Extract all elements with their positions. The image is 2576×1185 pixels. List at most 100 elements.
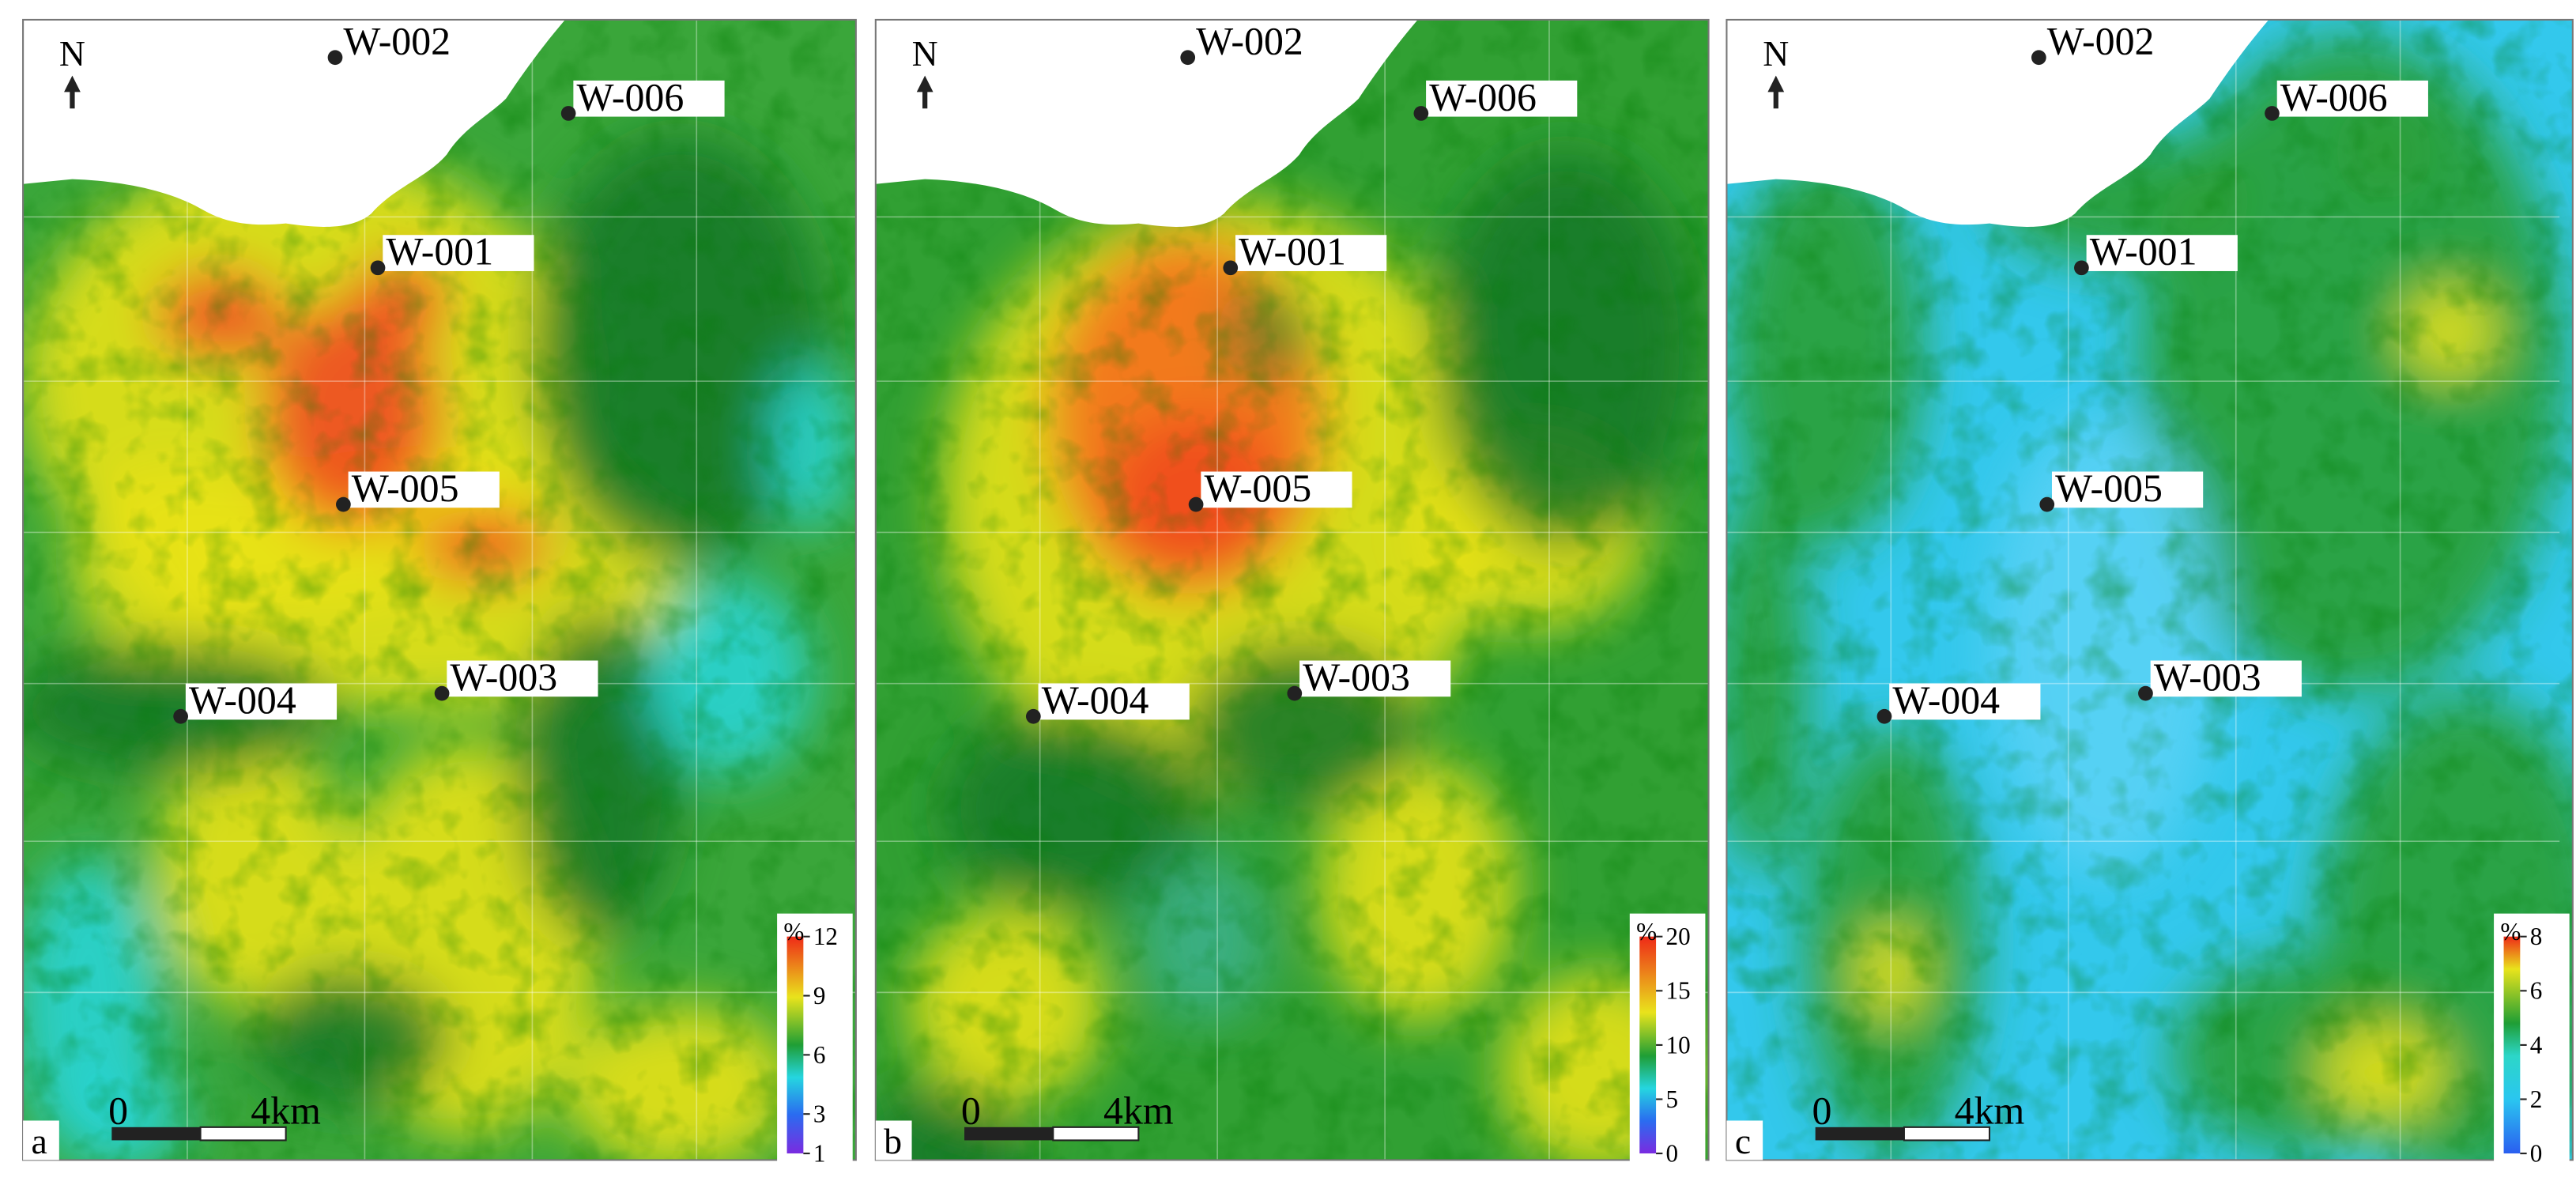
well-marker [434,685,450,701]
well-label: W-005 [1204,466,1311,510]
colorbar-tick-label: 12 [813,923,838,950]
colorbar-unit: % [783,918,804,945]
coastline-blank [875,19,1418,227]
map-panel: N W-002 W-006 W-001 W-005 W-004 W-003 0 4km b% 0 5 1… [874,18,1710,1167]
well-label: W-003 [2154,655,2261,699]
well-label-bg [2276,80,2428,117]
colorbar-tick-label: 8 [2530,923,2543,950]
well-label-bg [340,25,492,61]
well-label-bg [1192,25,1345,61]
texture [1726,19,2573,1160]
colorbar-tick-label: 15 [1666,977,1691,1005]
panel-label: b [884,1121,902,1161]
well-label: W-002 [343,20,451,63]
well-label: W-006 [577,75,685,119]
colorbar-tick-label: 6 [813,1041,826,1069]
well-marker [1025,708,1041,724]
scale-bar-black [964,1127,1054,1141]
map-area [875,19,1709,1160]
well-label-bg [447,660,598,697]
well-marker [2031,50,2046,66]
panel-label: a [31,1121,47,1161]
map-panel: N W-002 W-006 W-001 W-005 W-004 W-003 0 4km a% 1 3 6… [22,18,857,1167]
scale-bar-white [1052,1126,1140,1142]
north-label: N [1763,33,1789,74]
colorbar-unit: % [1636,918,1657,945]
panel-label-bg [875,1120,912,1160]
well-marker [1188,496,1204,512]
well-label-bg [1201,471,1352,508]
colorbar [786,936,804,1154]
well-label: W-004 [1892,678,2000,722]
scale-bar-black [111,1127,201,1141]
panel-frame [22,18,857,1161]
well-label: W-002 [2047,20,2155,63]
colorbar-tick-label: 2 [2530,1085,2543,1113]
colorbar-tick-label: 3 [813,1100,826,1128]
north-label: N [59,33,85,74]
well-label-bg [1038,683,1190,720]
colorbar-tick-label: 20 [1666,923,1691,950]
scale-end: 4km [1955,1089,2025,1133]
scale-start: 0 [961,1089,981,1133]
well-marker [370,260,386,276]
texture [23,19,856,1160]
panel-label-bg [1726,1120,1763,1160]
well-label-bg [185,683,338,720]
well-label-bg [1426,80,1578,117]
well-marker [173,708,188,724]
well-label: W-001 [1239,230,1346,274]
well-label: W-005 [352,466,459,510]
well-marker [2074,260,2089,276]
well-label: W-006 [1429,75,1537,119]
colorbar-tick-label: 1 [813,1139,826,1167]
colorbar-tick-label: 10 [1666,1031,1691,1059]
well-label-bg [1889,683,2041,720]
well-label-bg [1235,235,1387,271]
scale-start: 0 [108,1089,128,1133]
north-arrow [1767,75,1785,109]
coastline-blank [1726,19,2269,227]
colorbar-tick-label: 0 [1666,1139,1679,1167]
well-marker [336,496,351,512]
well-marker [1223,260,1239,276]
well-label-bg [383,235,534,271]
well-label: W-001 [386,230,493,274]
colorbar-tick-label: 5 [1666,1085,1679,1113]
well-marker [1876,708,1892,724]
well-label-bg [1299,660,1451,697]
panel-label-bg [23,1120,59,1160]
well-marker [2265,106,2280,121]
colorbar [2503,936,2521,1154]
well-label: W-003 [1303,655,1410,699]
well-label-bg [573,80,725,117]
scale-bar-white [199,1126,287,1142]
well-label: W-003 [450,655,557,699]
texture [875,19,1709,1160]
well-marker [1287,685,1303,701]
well-label-bg [2150,660,2302,697]
colorbar [1639,936,1657,1154]
well-marker [560,106,576,121]
well-label-bg [2051,471,2204,508]
scale-end: 4km [251,1089,321,1133]
well-label-bg [2086,235,2238,271]
well-label: W-001 [2090,230,2197,274]
panel-label: c [1735,1121,1751,1161]
north-label: N [912,33,938,74]
well-label: W-004 [1042,678,1149,722]
panel-frame [874,18,1710,1161]
well-label: W-004 [189,678,296,722]
scale-bar-white [1903,1126,1991,1142]
well-marker [1180,50,1196,66]
well-marker [2039,496,2055,512]
north-arrow [916,75,933,109]
well-marker [2138,685,2153,701]
panel-frame [1726,18,2574,1161]
scale-start: 0 [1812,1089,1832,1133]
well-label: W-002 [1196,20,1303,63]
map-panel: N W-002 W-006 W-001 W-005 W-004 W-003 0 4km c% 0 2 4… [1726,18,2574,1167]
map-area [1726,19,2573,1160]
